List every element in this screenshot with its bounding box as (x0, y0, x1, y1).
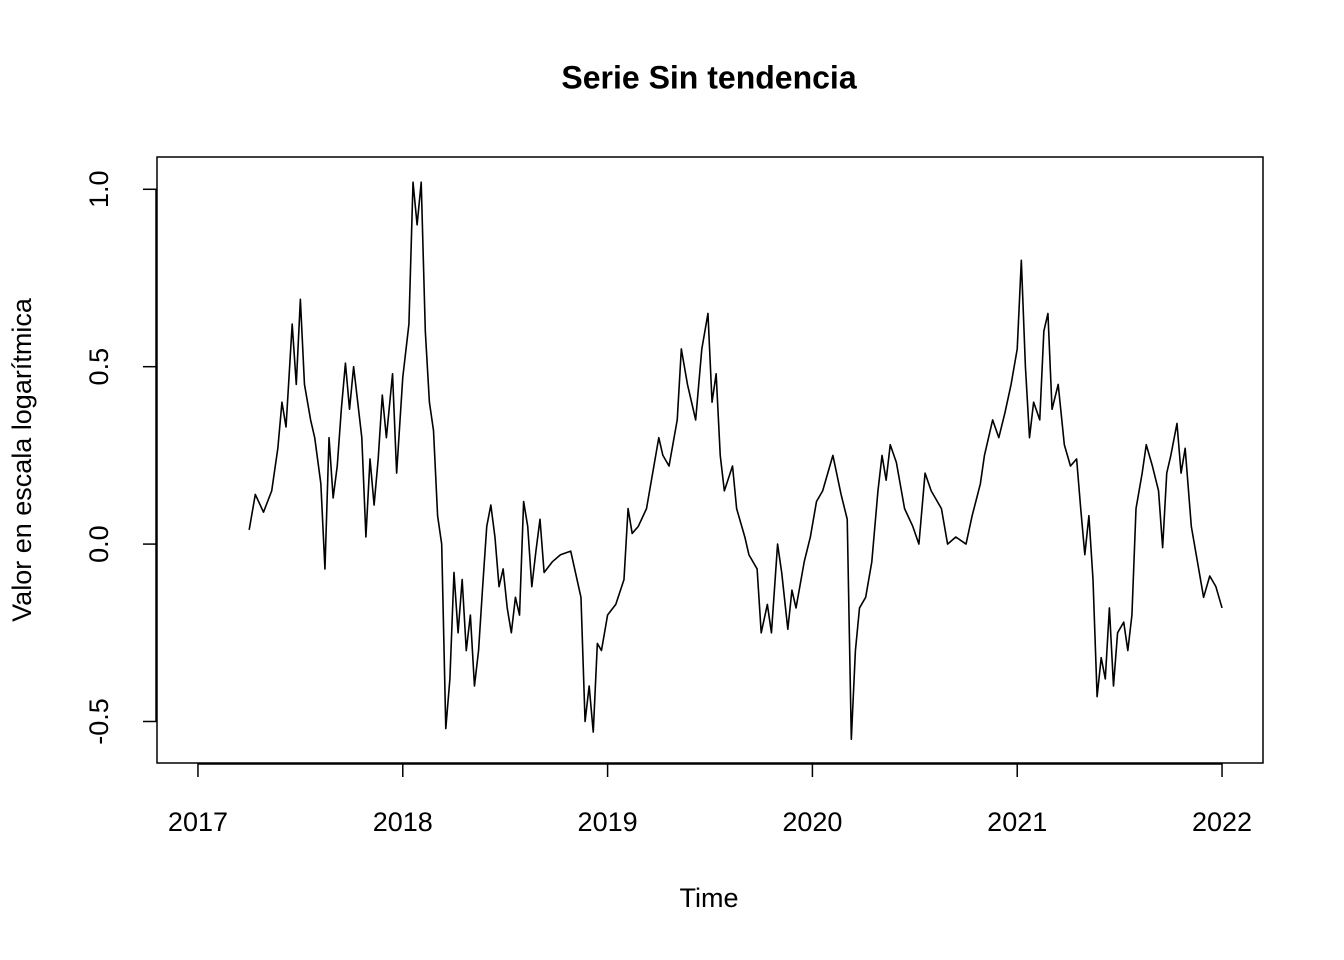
x-tick-label: 2018 (373, 807, 433, 837)
y-tick-label: 0.5 (84, 348, 114, 386)
x-tick-label: 2020 (782, 807, 842, 837)
y-tick-label: 0.0 (84, 525, 114, 563)
x-tick-label: 2022 (1192, 807, 1252, 837)
series-line (248, 181, 1223, 741)
y-tick-label: 1.0 (84, 171, 114, 209)
x-axis-label: Time (680, 883, 739, 913)
plot-frame (156, 156, 1264, 764)
x-tick-label: 2021 (987, 807, 1047, 837)
y-tick-label: -0.5 (84, 698, 114, 745)
x-tick-label: 2019 (578, 807, 638, 837)
x-tick-label: 2017 (168, 807, 228, 837)
chart-title: Serie Sin tendencia (561, 59, 856, 95)
y-axis-label: Valor en escala logarítmica (7, 297, 37, 622)
